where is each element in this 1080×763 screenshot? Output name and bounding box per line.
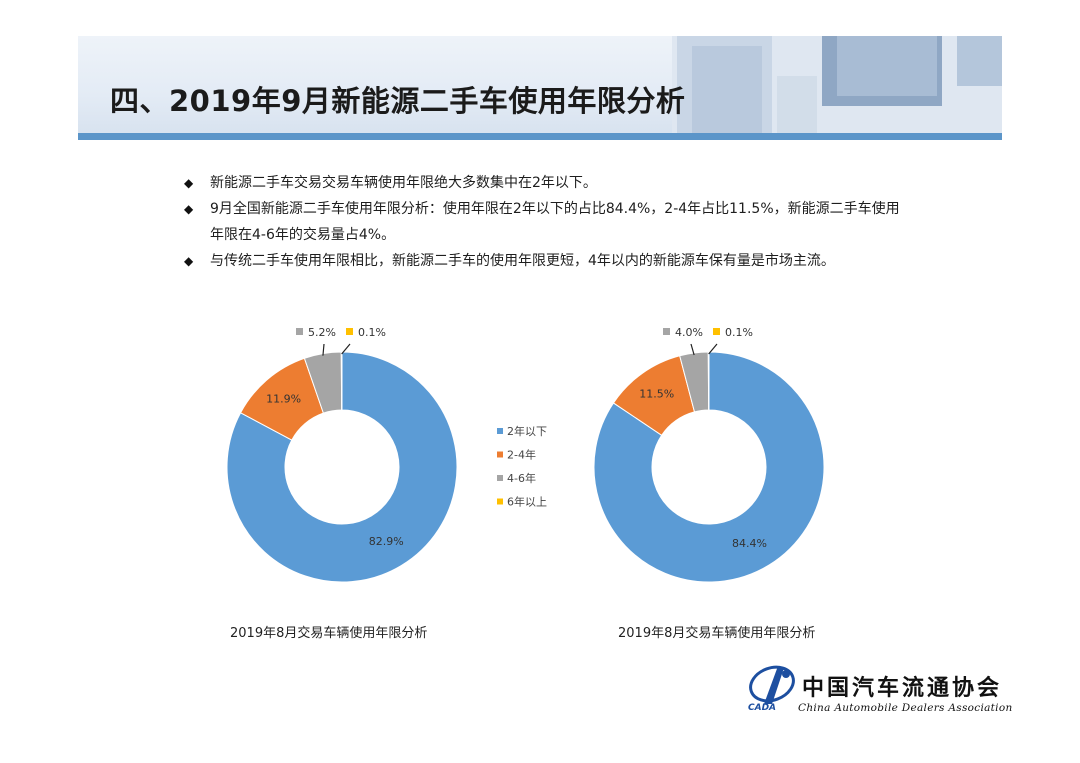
legend-label: 2年以下 bbox=[507, 424, 547, 438]
label-swatch bbox=[346, 328, 353, 335]
slide bbox=[78, 36, 1002, 726]
legend-label: 6年以上 bbox=[507, 495, 547, 509]
legend-swatch bbox=[497, 475, 503, 481]
data-label: 84.4% bbox=[732, 537, 767, 550]
cada-logo: CADA 中国汽车流通协会 China Automobile Dealers A… bbox=[746, 662, 1012, 722]
label-swatch bbox=[663, 328, 670, 335]
data-label: 0.1% bbox=[358, 326, 386, 339]
data-label: 0.1% bbox=[725, 326, 753, 339]
cada-emblem bbox=[749, 665, 795, 704]
leader-line bbox=[708, 343, 718, 355]
leader-line bbox=[690, 343, 695, 356]
bullet-item: ◆ 与传统二手车使用年限相比，新能源二手车的使用年限更短，4年以内的新能源车保有… bbox=[182, 248, 912, 274]
data-label: 82.9% bbox=[369, 535, 404, 548]
label-swatch bbox=[296, 328, 303, 335]
logo-name-en: China Automobile Dealers Association bbox=[798, 702, 1013, 714]
diamond-icon: ◆ bbox=[184, 176, 194, 190]
donut-slice bbox=[707, 351, 710, 411]
bullet-list: ◆ 新能源二手车交易交易车辆使用年限绝大多数集中在2年以下。 ◆ 9月全国新能源… bbox=[182, 170, 912, 274]
chart-title-right: 2019年8月交易车辆使用年限分析 bbox=[618, 626, 816, 641]
leader-line bbox=[341, 343, 351, 355]
donut-slice bbox=[593, 351, 825, 583]
diamond-icon: ◆ bbox=[184, 254, 194, 268]
data-label: 11.5% bbox=[639, 388, 674, 401]
donut-slice bbox=[226, 351, 458, 583]
legend-label: 4-6年 bbox=[507, 471, 536, 485]
chart-title-left: 2019年8月交易车辆使用年限分析 bbox=[230, 626, 428, 641]
logo-abbr: CADA bbox=[748, 703, 777, 713]
bullet-text: 9月全国新能源二手车使用年限分析：使用年限在2年以下的占比84.4%，2-4年占… bbox=[210, 201, 900, 243]
banner-decoration bbox=[672, 36, 1002, 136]
leader-line bbox=[322, 343, 325, 356]
bullet-text: 新能源二手车交易交易车辆使用年限绝大多数集中在2年以下。 bbox=[210, 175, 597, 191]
data-label: 11.9% bbox=[266, 393, 301, 406]
diamond-icon: ◆ bbox=[184, 202, 194, 216]
bullet-text: 与传统二手车使用年限相比，新能源二手车的使用年限更短，4年以内的新能源车保有量是… bbox=[210, 253, 835, 269]
donut-slice bbox=[340, 351, 343, 411]
title-underline bbox=[78, 133, 1002, 140]
logo-name-cn: 中国汽车流通协会 bbox=[802, 675, 1003, 701]
bullet-item: ◆ 新能源二手车交易交易车辆使用年限绝大多数集中在2年以下。 bbox=[182, 170, 912, 196]
label-swatch bbox=[713, 328, 720, 335]
legend-swatch bbox=[497, 451, 503, 458]
title-banner bbox=[78, 36, 1002, 136]
legend-swatch bbox=[497, 428, 503, 434]
page-title: 四、2019年9月新能源二手车使用年限分析 bbox=[110, 84, 686, 118]
data-label: 5.2% bbox=[308, 326, 336, 339]
legend-label: 2-4年 bbox=[507, 448, 536, 462]
data-label: 4.0% bbox=[675, 326, 703, 339]
bullet-item: ◆ 9月全国新能源二手车使用年限分析：使用年限在2年以下的占比84.4%，2-4… bbox=[182, 196, 912, 248]
legend-swatch bbox=[497, 498, 503, 505]
